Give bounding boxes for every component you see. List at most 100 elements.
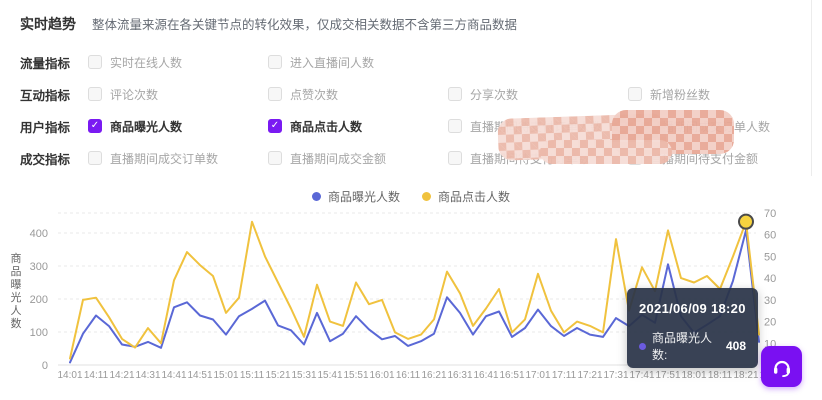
series-marker-icon	[639, 342, 646, 350]
filter-item[interactable]: ✓ 商品点击人数	[268, 118, 448, 135]
filter-item-label: 评论次数	[110, 87, 159, 102]
y-axis-title: 品	[11, 265, 22, 278]
filter-group-label: 成交指标	[20, 152, 71, 167]
panel-header: 实时趋势 整体流量来源在各关键节点的转化效果，仅成交相关数据不含第三方商品数据	[20, 14, 517, 34]
headset-icon	[773, 360, 790, 377]
checkbox-unchecked[interactable]	[268, 55, 282, 69]
x-tick-label: 16:01	[369, 370, 394, 381]
filter-item-label: 实时在线人数	[110, 55, 183, 70]
filter-item-label: 商品点击人数	[290, 119, 363, 134]
checkbox-unchecked[interactable]	[448, 119, 462, 133]
y-axis-title: 商	[11, 251, 22, 265]
checkbox-unchecked[interactable]	[88, 151, 102, 165]
support-button[interactable]	[761, 346, 802, 387]
filter-item-label: 直播期间待支付金额	[650, 151, 759, 166]
y-axis-title: 数	[11, 317, 22, 330]
filter-item[interactable]: 新增粉丝数	[628, 86, 808, 103]
legend-marker-icon	[422, 192, 431, 201]
x-tick-label: 17:11	[552, 370, 577, 381]
y-right-tick-label: 50	[764, 251, 776, 263]
filter-group-label: 流量指标	[20, 56, 71, 71]
x-tick-label: 18:21	[733, 370, 758, 381]
y-left-tick-label: 300	[30, 261, 48, 273]
x-tick-label: 18:11	[708, 370, 733, 381]
tooltip-value: 408	[725, 339, 746, 353]
x-tick-label: 14:21	[109, 370, 134, 381]
legend-marker-icon	[311, 192, 321, 201]
filter-item[interactable]: 实时在线人数	[88, 54, 268, 71]
x-tick-label: 16:51	[499, 370, 524, 381]
x-tick-label: 16:31	[447, 370, 472, 381]
y-right-tick-label: 30	[764, 295, 776, 307]
checkbox-checked[interactable]: ✓	[268, 119, 282, 133]
y-left-tick-label: 0	[42, 360, 48, 372]
filter-item[interactable]: 点赞次数	[268, 86, 448, 103]
filter-item-label: 商品曝光人数	[110, 119, 183, 134]
x-tick-label: 14:01	[57, 370, 82, 381]
panel-subtitle: 整体流量来源在各关键节点的转化效果，仅成交相关数据不含第三方商品数据	[92, 18, 518, 32]
chart-legend: 商品曝光人数 商品点击人数	[0, 188, 822, 205]
checkbox-unchecked[interactable]	[628, 87, 642, 101]
filter-row: 流量指标 实时在线人数 进入直播间人数	[20, 46, 810, 78]
y-left-tick-label: 400	[30, 228, 48, 240]
series-line-click[interactable]	[69, 220, 760, 360]
x-tick-label: 17:01	[525, 370, 550, 381]
x-tick-label: 14:31	[135, 370, 160, 381]
filter-item-label: 直播期间成交订单数	[110, 151, 219, 166]
x-tick-label: 15:31	[291, 370, 316, 381]
redaction-mosaic	[540, 140, 672, 164]
checkbox-unchecked[interactable]	[88, 55, 102, 69]
x-tick-label: 17:51	[655, 370, 680, 381]
checkbox-unchecked[interactable]	[448, 151, 462, 165]
y-right-tick-label: 40	[764, 273, 776, 285]
y-axis-title: 人	[11, 304, 22, 317]
panel-title: 实时趋势	[20, 16, 76, 32]
chart-tooltip: 2021/06/09 18:20 商品曝光人数: 408	[627, 288, 758, 368]
checkbox-unchecked[interactable]	[88, 87, 102, 101]
filter-item[interactable]: 评论次数	[88, 86, 268, 103]
x-tick-label: 17:41	[629, 370, 654, 381]
x-tick-label: 16:21	[421, 370, 446, 381]
highlight-point[interactable]	[738, 213, 754, 230]
y-left-tick-label: 200	[30, 294, 48, 306]
legend-item-label: 商品曝光人数	[327, 190, 400, 204]
filter-item-label: 直播期间成交金额	[290, 151, 387, 166]
filter-row: 互动指标 评论次数 点赞次数 分享次数 新增粉丝数	[20, 78, 810, 110]
filter-item-label: 分享次数	[470, 87, 519, 102]
filter-row: 成交指标直播期间成交订单数直播期间成交金额直播期间待支付订单数直播期间待支付金额	[20, 142, 810, 174]
checkbox-unchecked[interactable]	[448, 87, 462, 101]
legend-item[interactable]: 商品曝光人数	[311, 188, 400, 205]
x-tick-label: 15:51	[343, 370, 368, 381]
y-right-tick-label: 20	[764, 317, 776, 329]
y-left-tick-label: 100	[30, 327, 48, 339]
x-tick-label: 14:11	[84, 370, 109, 381]
filter-item[interactable]: 分享次数	[448, 86, 628, 103]
x-tick-label: 14:41	[161, 370, 186, 381]
x-tick-label: 14:51	[187, 370, 212, 381]
legend-item[interactable]: 商品点击人数	[422, 188, 510, 205]
tooltip-series-label: 商品曝光人数:	[652, 331, 713, 362]
y-axis-title: 光	[11, 290, 22, 304]
filter-item-label: 进入直播间人数	[290, 55, 375, 70]
legend-item-label: 商品点击人数	[438, 190, 511, 204]
tooltip-row: 商品曝光人数: 408	[639, 329, 746, 363]
checkbox-unchecked[interactable]	[268, 87, 282, 101]
x-tick-label: 16:41	[473, 370, 498, 381]
y-right-tick-label: 70	[764, 208, 776, 220]
filter-item-label: 点赞次数	[290, 87, 339, 102]
tooltip-datetime: 2021/06/09 18:20	[639, 301, 746, 316]
x-tick-label: 16:11	[396, 370, 421, 381]
y-axis-title: 曝	[11, 278, 22, 291]
filter-group-label: 互动指标	[20, 88, 71, 103]
x-tick-label: 15:21	[265, 370, 290, 381]
x-tick-label: 15:11	[240, 370, 265, 381]
filter-item[interactable]: 进入直播间人数	[268, 54, 448, 71]
filter-item[interactable]: 直播期间成交金额	[268, 150, 448, 167]
checkbox-checked[interactable]: ✓	[88, 119, 102, 133]
filter-item-label: 新增粉丝数	[650, 87, 711, 102]
filter-item[interactable]: 直播期间成交订单数	[88, 150, 268, 167]
checkbox-unchecked[interactable]	[268, 151, 282, 165]
filter-group-label: 用户指标	[20, 120, 71, 135]
filter-item[interactable]: ✓ 商品曝光人数	[88, 118, 268, 135]
